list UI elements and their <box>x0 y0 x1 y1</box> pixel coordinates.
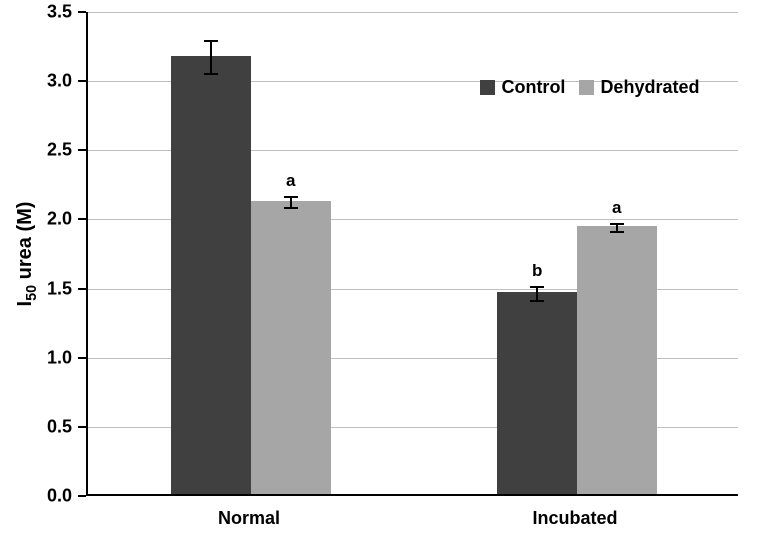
y-tick <box>78 11 86 13</box>
error-cap <box>284 196 298 198</box>
error-cap <box>530 300 544 302</box>
legend: Control Dehydrated <box>480 77 699 98</box>
bar-annotation: a <box>286 171 295 191</box>
y-tick-label: 2.0 <box>0 209 72 230</box>
error-cap <box>610 223 624 225</box>
bar <box>251 201 331 494</box>
error-bar <box>536 287 538 301</box>
legend-swatch <box>579 80 594 95</box>
y-tick-label: 2.5 <box>0 140 72 161</box>
legend-label: Dehydrated <box>600 77 699 98</box>
y-tick-label: 3.5 <box>0 2 72 23</box>
y-tick <box>78 80 86 82</box>
bar <box>577 226 657 494</box>
bar <box>497 292 577 494</box>
y-tick <box>78 357 86 359</box>
error-cap <box>284 207 298 209</box>
bar <box>171 56 251 494</box>
error-cap <box>610 231 624 233</box>
y-tick <box>78 426 86 428</box>
error-cap <box>204 73 218 75</box>
y-tick-label: 0.0 <box>0 486 72 507</box>
x-tick-label: Normal <box>218 508 280 529</box>
y-tick <box>78 149 86 151</box>
error-cap <box>204 40 218 42</box>
legend-label: Control <box>501 77 565 98</box>
y-tick <box>78 218 86 220</box>
bar-annotation: b <box>532 261 542 281</box>
chart-container: aba I50 urea (M) ControlDehydrated 0.00.… <box>0 0 759 553</box>
legend-item: Control <box>480 77 565 98</box>
y-tick-label: 3.0 <box>0 71 72 92</box>
y-tick-label: 1.0 <box>0 347 72 368</box>
bar-annotation: a <box>612 198 621 218</box>
legend-swatch <box>480 80 495 95</box>
y-tick-label: 1.5 <box>0 278 72 299</box>
y-tick <box>78 495 86 497</box>
error-bar <box>210 41 212 74</box>
gridline <box>88 12 738 13</box>
x-tick-label: Incubated <box>532 508 617 529</box>
y-tick-label: 0.5 <box>0 416 72 437</box>
y-tick <box>78 288 86 290</box>
legend-item: Dehydrated <box>579 77 699 98</box>
error-cap <box>530 286 544 288</box>
